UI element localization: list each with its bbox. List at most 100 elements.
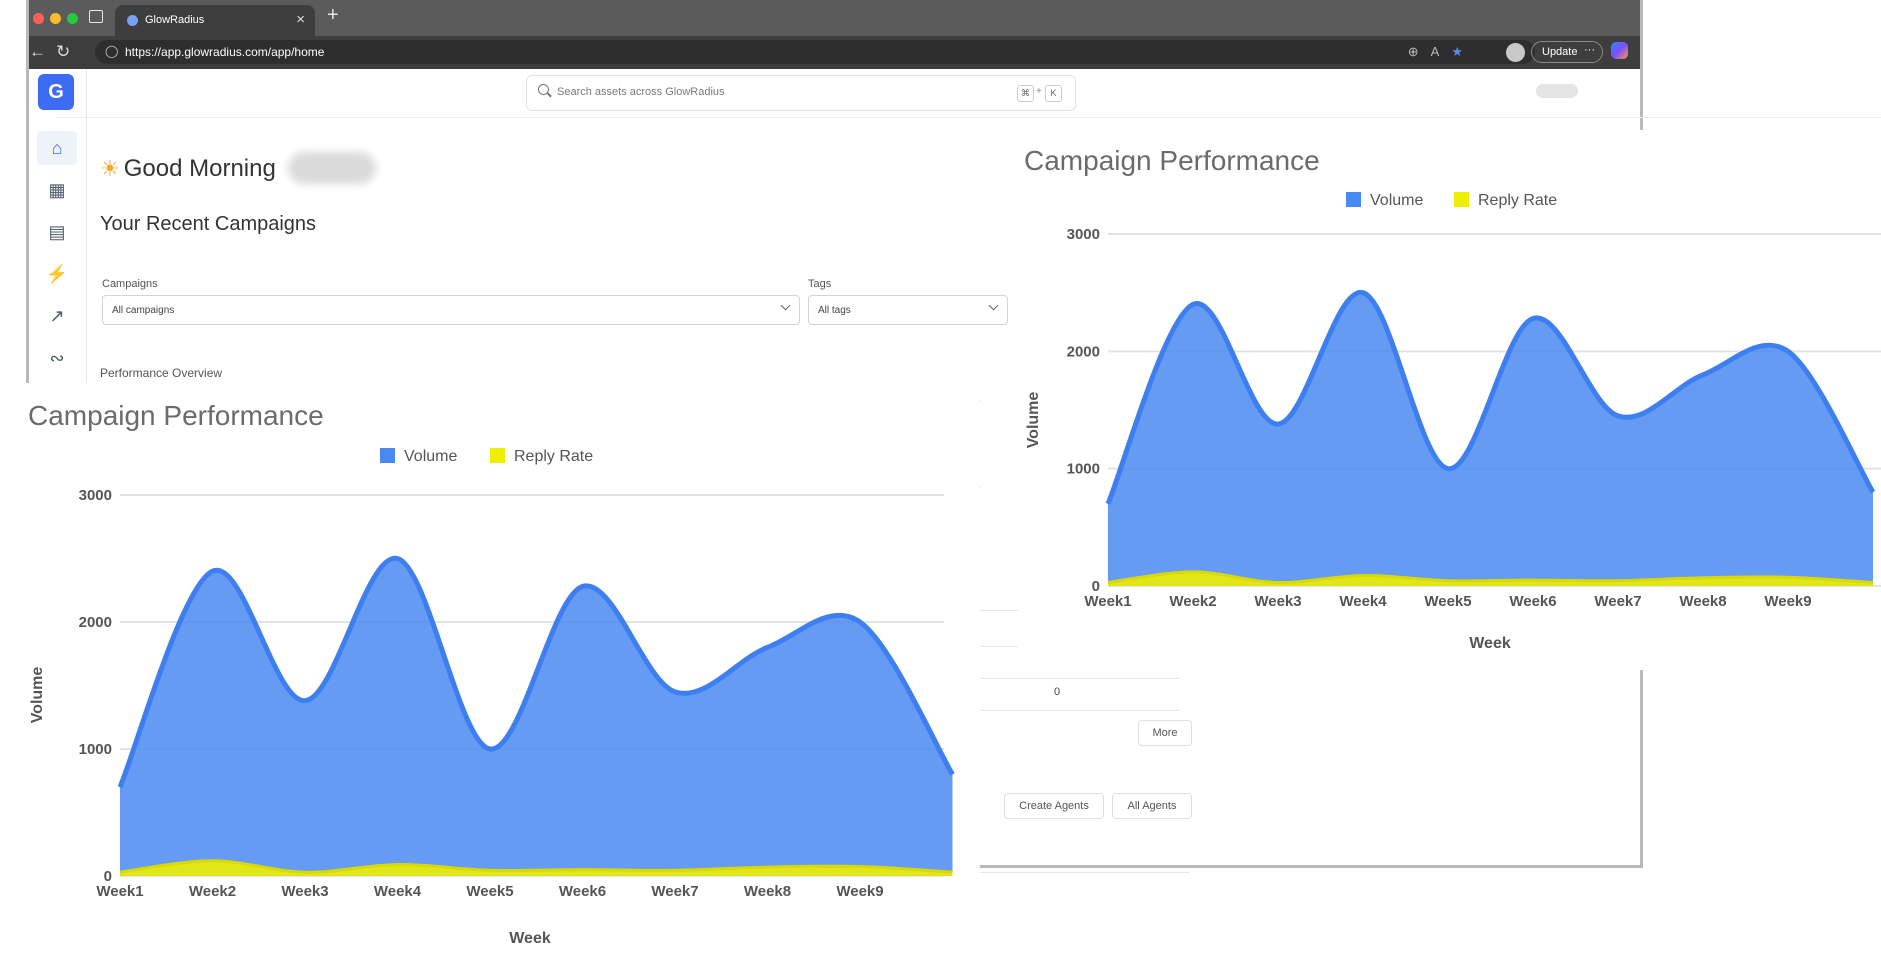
y-tick-label: 2000 xyxy=(1067,343,1100,360)
more-button[interactable]: More xyxy=(1138,720,1192,746)
copilot-icon[interactable] xyxy=(1611,42,1628,59)
y-tick-label: 0 xyxy=(104,868,112,885)
shortcut-key-k: K xyxy=(1045,85,1062,102)
x-tick-label: Week2 xyxy=(1169,593,1216,610)
maximize-window-button[interactable] xyxy=(67,13,78,24)
table-divider xyxy=(980,872,1190,873)
close-window-button[interactable] xyxy=(33,13,44,24)
workspace-switcher[interactable] xyxy=(1536,84,1578,98)
legend-swatch xyxy=(380,448,395,463)
sun-icon: ☀ xyxy=(100,156,120,181)
x-tick-label: Week4 xyxy=(374,883,422,900)
x-tick-label: Week9 xyxy=(836,883,883,900)
y-tick-label: 3000 xyxy=(1067,226,1100,243)
x-tick-label: Week7 xyxy=(1594,593,1641,610)
x-tick-label: Week5 xyxy=(466,883,513,900)
y-tick-label: 3000 xyxy=(79,487,112,504)
all-agents-button[interactable]: All Agents xyxy=(1112,793,1192,819)
series-line-volume xyxy=(117,555,955,789)
profile-avatar[interactable] xyxy=(1506,43,1525,62)
x-axis-label: Week xyxy=(509,930,551,947)
chart-svg: Campaign Performance Volume Reply Rate 0 100… xyxy=(28,400,955,947)
create-agents-button[interactable]: Create Agents xyxy=(1004,793,1104,819)
url-text: https://app.glowradius.com/app/home xyxy=(125,45,325,59)
chart-svg: Campaign Performance Volume Reply Rate 0 100… xyxy=(1024,145,1881,652)
table-divider xyxy=(980,678,1180,679)
x-tick-label: Week3 xyxy=(1254,593,1301,610)
favorite-star-icon: ★ xyxy=(1451,44,1475,59)
legend-entry: Volume xyxy=(404,448,457,465)
table-icon[interactable]: ▦ xyxy=(48,180,66,200)
header-divider xyxy=(57,117,1881,118)
series-line-reply-rate xyxy=(1107,570,1874,584)
minimize-window-button[interactable] xyxy=(50,13,61,24)
legend-swatch xyxy=(490,448,505,463)
y-tick-label: 2000 xyxy=(79,614,112,631)
tags-select[interactable]: All tags xyxy=(808,295,1008,325)
search-icon xyxy=(538,84,549,95)
search-placeholder: Search assets across GlowRadius xyxy=(557,86,725,98)
campaigns-select-value: All campaigns xyxy=(112,305,175,316)
global-search-input[interactable]: Search assets across GlowRadius ⌘ + K xyxy=(526,75,1076,111)
tags-label: Tags xyxy=(808,278,832,290)
campaigns-label: Campaigns xyxy=(102,278,158,290)
document-icon[interactable]: ▤ xyxy=(48,222,66,242)
tab-close-icon[interactable]: × xyxy=(296,11,305,28)
favicon-icon xyxy=(127,15,138,26)
back-arrow-icon[interactable]: ← xyxy=(29,42,46,61)
y-tick-label: 1000 xyxy=(79,741,112,758)
tab-bar: GlowRadius × + xyxy=(29,0,1640,36)
url-field[interactable]: ◯ https://app.glowradius.com/app/home ⊕A… xyxy=(95,40,1535,64)
y-axis-label: Volume xyxy=(29,667,46,724)
update-label: Update xyxy=(1542,46,1578,58)
x-tick-label: Week1 xyxy=(96,883,143,900)
x-tick-label: Week5 xyxy=(1424,593,1471,610)
shortcut-plus: + xyxy=(1036,86,1042,97)
campaigns-select[interactable]: All campaigns xyxy=(102,295,800,325)
x-axis-label: Week xyxy=(1469,635,1511,652)
integrations-icon[interactable]: ∾ xyxy=(49,348,65,368)
legend-entry: Reply Rate xyxy=(1478,192,1557,209)
legend-entry: Reply Rate xyxy=(514,448,593,465)
menu-dots-icon[interactable]: ··· xyxy=(1584,44,1595,56)
chart-title: Campaign Performance xyxy=(28,400,324,431)
campaign-performance-chart-left: Campaign Performance Volume Reply Rate 0 100… xyxy=(0,383,980,961)
chevron-down-icon xyxy=(988,300,999,311)
tab-actions-icon[interactable] xyxy=(89,10,103,23)
chevron-down-icon xyxy=(780,300,791,311)
x-tick-label: Week2 xyxy=(189,883,236,900)
x-tick-label: Week9 xyxy=(1764,593,1811,610)
x-tick-label: Week7 xyxy=(651,883,698,900)
y-axis-label: Volume xyxy=(1025,392,1042,449)
table-divider xyxy=(980,710,1180,711)
recent-campaigns-title: Your Recent Campaigns xyxy=(100,213,317,235)
bolt-icon[interactable]: ⚡ xyxy=(45,264,69,284)
series-line-volume xyxy=(1105,290,1876,505)
address-bar: ← ↻ ◯ https://app.glowradius.com/app/hom… xyxy=(29,36,1640,69)
greeting-text: Good Morning xyxy=(123,155,276,182)
analytics-icon[interactable]: ↗ xyxy=(49,306,65,326)
greeting-heading: ☀ Good Morning xyxy=(100,155,276,183)
app-logo[interactable]: G xyxy=(38,74,74,110)
url-toolbar-icons[interactable]: ⊕A★ xyxy=(1407,44,1475,59)
x-tick-label: Week6 xyxy=(1509,593,1556,610)
x-tick-label: Week3 xyxy=(281,883,328,900)
legend-entry: Volume xyxy=(1370,192,1423,209)
blurred-username xyxy=(288,152,376,184)
x-tick-label: Week8 xyxy=(1679,593,1726,610)
new-tab-button[interactable]: + xyxy=(327,4,339,26)
table-cell-value: 0 xyxy=(1054,686,1061,698)
home-icon[interactable]: ⌂ xyxy=(37,131,77,165)
update-button[interactable]: Update ··· xyxy=(1531,41,1603,63)
x-tick-label: Week8 xyxy=(744,883,791,900)
x-tick-label: Week6 xyxy=(559,883,606,900)
performance-overview-label: Performance Overview xyxy=(100,366,223,380)
series-line-reply-rate xyxy=(119,859,953,874)
reload-icon[interactable]: ↻ xyxy=(56,42,71,61)
area-fill-volume xyxy=(120,558,953,876)
tab-title: GlowRadius xyxy=(145,14,205,26)
browser-tab[interactable]: GlowRadius × xyxy=(115,5,315,36)
tags-select-value: All tags xyxy=(818,305,851,316)
area-fill-volume xyxy=(1108,292,1873,586)
campaign-performance-chart-right: Campaign Performance Volume Reply Rate 0 100… xyxy=(1018,130,1881,670)
